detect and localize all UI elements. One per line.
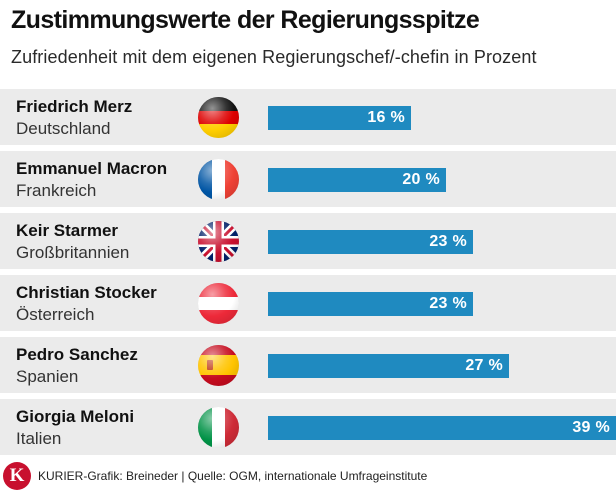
footer: K KURIER-Grafik: Breineder | Quelle: OGM… — [0, 460, 616, 496]
spain-flag-icon — [198, 345, 239, 386]
chart-row: Friedrich Merz Deutschland 16 % — [0, 89, 616, 145]
france-flag-icon — [198, 159, 239, 200]
leader-name: Giorgia Meloni — [16, 407, 135, 426]
chart-row: Giorgia Meloni Italien 39 % — [0, 399, 616, 455]
bar-value-label: 20 % — [402, 171, 440, 188]
bar-value-label: 39 % — [572, 419, 610, 436]
chart-row: Emmanuel Macron Frankreich 20 % — [0, 151, 616, 207]
bar-value-label: 23 % — [429, 295, 467, 312]
country-name: Spanien — [16, 367, 79, 386]
chart-row: Pedro Sanchez Spanien 27 % — [0, 337, 616, 393]
country-name: Großbritannien — [16, 243, 130, 262]
bar — [268, 354, 509, 378]
chart-subtitle: Zufriedenheit mit dem eigenen Regierungs… — [11, 47, 537, 67]
chart-row: Christian Stocker Österreich 23 % — [0, 275, 616, 331]
bar-value-label: 27 % — [465, 357, 503, 374]
leader-name: Keir Starmer — [16, 221, 119, 240]
bar — [268, 230, 473, 254]
austria-flag-icon — [198, 283, 239, 324]
source-note: KURIER-Grafik: Breineder | Quelle: OGM, … — [38, 469, 428, 483]
kurier-logo-icon: K — [3, 462, 31, 490]
country-name: Österreich — [16, 305, 95, 324]
bar — [268, 168, 446, 192]
country-name: Frankreich — [16, 181, 97, 200]
leader-name: Emmanuel Macron — [16, 159, 168, 178]
leader-name: Pedro Sanchez — [16, 345, 138, 364]
country-name: Italien — [16, 429, 62, 448]
country-name: Deutschland — [16, 119, 111, 138]
italy-flag-icon — [198, 407, 239, 448]
bar-value-label: 23 % — [429, 233, 467, 250]
bar — [268, 292, 473, 316]
leader-name: Christian Stocker — [16, 283, 157, 302]
bar — [268, 416, 616, 440]
bar — [268, 106, 411, 130]
leader-name: Friedrich Merz — [16, 97, 133, 116]
bar-value-label: 16 % — [367, 109, 405, 126]
chart-title: Zustimmungswerte der Regierungsspitze — [11, 6, 480, 34]
uk-flag-icon — [198, 221, 239, 262]
chart-row: Keir Starmer Großbritannien 23 % — [0, 213, 616, 269]
germany-flag-icon — [198, 97, 239, 138]
